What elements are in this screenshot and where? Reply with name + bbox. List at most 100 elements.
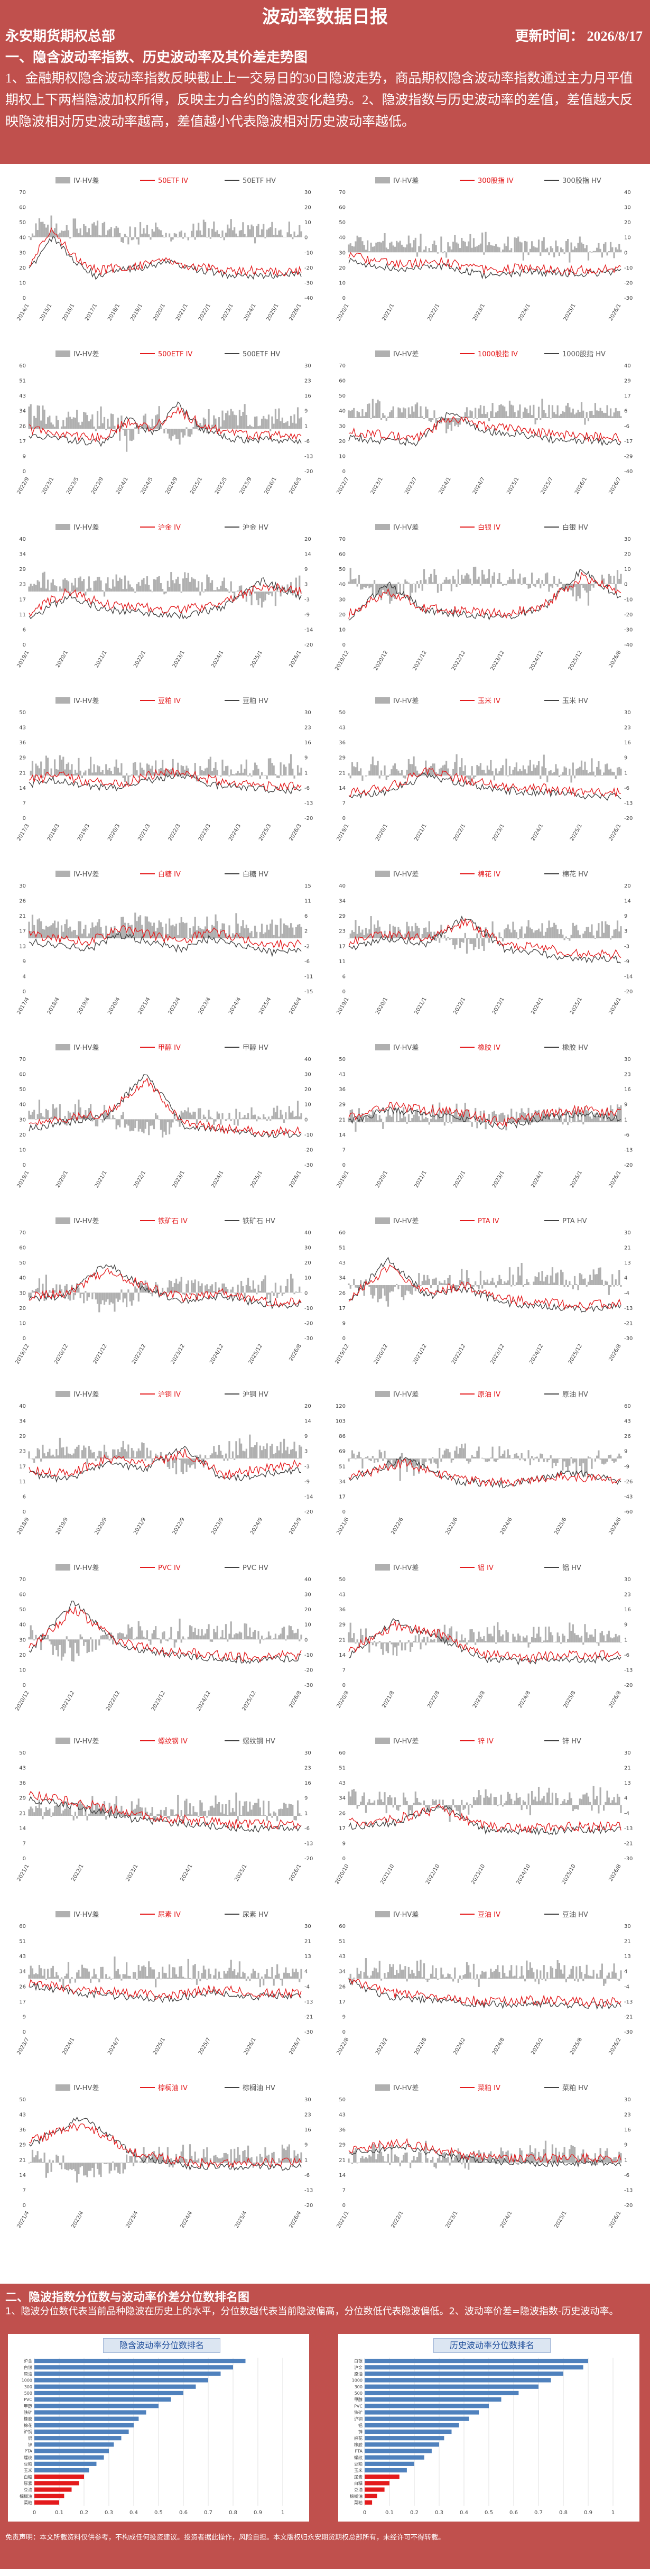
diff-bar [191,577,193,592]
diff-bar [213,2155,215,2163]
diff-bar [50,1968,52,1979]
diff-bar [57,234,59,237]
diff-bar [589,1802,591,1805]
rank-bar [365,2384,538,2389]
y-tick-label: 17 [339,1306,346,1312]
diff-bar [611,1638,614,1642]
diff-bar [162,588,164,592]
diff-bar [563,766,565,775]
y2-tick-label: -13 [624,1667,633,1673]
diff-bar [86,1639,88,1654]
diff-bar [459,248,461,253]
diff-bar [594,1458,597,1462]
diff-bar [211,228,213,237]
diff-bar [587,1281,590,1285]
diff-bar [618,2152,620,2163]
y-tick-label: 0 [23,816,26,821]
diff-bar [83,1292,85,1304]
diff-bar [101,423,104,429]
series-hv-line [348,412,621,447]
diff-bar [367,404,369,418]
diff-bar [507,775,509,777]
x-tick-label: 2023/1 [491,823,506,842]
diff-bar [457,2148,459,2163]
diff-bar [66,417,68,429]
diff-bar [293,232,295,237]
diff-bar [410,243,412,253]
x-tick-label: 2024/1 [61,2037,76,2056]
vol-chart-panel: IV-HV差 PVC IV PVC HV 0 -30 10 -20 20 -10 30 0 40 10 5… [8,1558,322,1722]
diff-bar [201,1119,203,1120]
diff-bar [180,1458,182,1472]
y2-tick-label: -20 [624,989,633,995]
diff-bar [555,764,557,775]
diff-bar [502,1454,504,1458]
diff-bar [206,1816,208,1818]
diff-bar [413,411,415,418]
diff-bar [524,933,526,938]
diff-bar [569,1622,571,1642]
diff-bar [550,770,552,775]
y2-tick-label: 1 [304,770,308,776]
rank-bar [365,2475,400,2479]
diff-bar [114,1804,116,1816]
diff-bar [464,932,466,938]
diff-bar [59,755,61,775]
diff-bar [411,584,413,593]
diff-bar [177,237,179,238]
y-tick-label: 120 [336,1404,346,1409]
diff-bar [541,241,543,253]
diff-bar [155,1816,157,1821]
diff-bar [45,1638,47,1640]
y2-tick-label: -30 [304,1336,313,1342]
diff-bar [579,2163,581,2164]
diff-bar [163,1631,165,1640]
diff-bar [213,1446,215,1458]
y2-tick-label: -13 [624,1306,633,1312]
rank-category-label: 原油 [24,2371,32,2377]
y2-tick-label: -20 [304,265,313,271]
diff-bar [290,1804,292,1816]
diff-bar [526,773,528,775]
diff-bar [131,1292,133,1306]
diff-bar [35,1289,37,1293]
diff-bar [91,1976,94,1979]
diff-bar [179,922,181,938]
diff-bar [103,1801,106,1816]
diff-bar [227,1458,229,1461]
diff-bar [141,768,143,775]
diff-bar [505,928,507,938]
diff-bar [598,1805,600,1814]
diff-bar [365,2157,367,2163]
diff-bar [394,2154,396,2163]
diff-bar [170,925,172,938]
diff-bar [517,1267,519,1285]
diff-bar [119,1974,121,1979]
diff-bar [276,1292,278,1298]
diff-bar [127,1975,129,1979]
diff-bar [439,938,441,943]
diff-bar [613,929,615,938]
y-tick-label: 0 [23,1162,26,1168]
diff-bar [363,1792,365,1805]
diff-bar [296,925,299,938]
diff-bar [263,1979,265,1986]
diff-bar [252,1969,254,1979]
diff-bar [447,242,449,253]
diff-bar [177,1284,179,1293]
diff-bar [555,1118,557,1122]
diff-bar [510,1285,513,1287]
diff-bar [146,1630,148,1640]
diff-bar [392,1458,394,1466]
diff-bar [295,1451,297,1458]
diff-bar [396,1284,398,1285]
diff-bar [351,1638,354,1642]
diff-bar [53,1109,56,1120]
diff-bar [139,428,142,429]
diff-bar [35,585,37,592]
x-tick-label: 2025/2 [530,2037,544,2056]
rank-bar [365,2429,452,2434]
diff-bar [490,1633,492,1642]
diff-bar [478,1631,480,1642]
diff-bar [209,1806,211,1816]
